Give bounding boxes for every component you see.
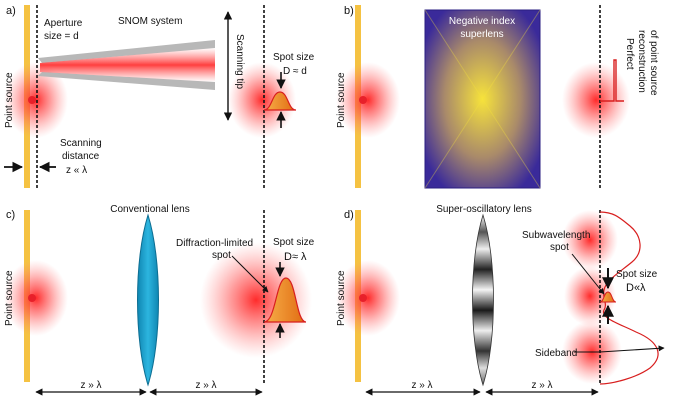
panel-b-recon-label-2: reconstruction [636, 30, 647, 93]
panel-d-spot-profile [599, 291, 617, 303]
panel-c-spot-profile [263, 277, 307, 323]
panel-b-lens-label-2: superlens [460, 29, 503, 40]
panel-c-diffraction-label-1: Diffraction-limited [176, 238, 253, 249]
panel-a-letter: a) [6, 5, 16, 17]
panel-d-point-source [359, 294, 367, 302]
panel-c-dist-right-label: z » λ [195, 380, 216, 391]
panel-b-recon-label-3: of point source [648, 30, 659, 96]
panel-a-tip-lower [38, 72, 215, 90]
panel-d-subwave-label-1: Subwavelength [522, 230, 590, 241]
panel-b-image-glow [562, 62, 630, 138]
panel-a-distance-label-1: Scanning [60, 138, 102, 149]
panel-d-sideband-pointer [599, 345, 665, 353]
panel-d-title: Super-oscillatory lens [436, 204, 532, 215]
panel-c-dist-left-label: z » λ [80, 380, 101, 391]
panel-a-scanning-tip-label: Scanning tip [234, 34, 245, 89]
panel-a-point-source-label: Point source [4, 72, 15, 128]
panel-d: d) Super-oscillatory lens Point source S… [336, 204, 665, 396]
panel-c-letter: c) [6, 209, 15, 221]
panel-d-source-glow [336, 260, 400, 336]
panel-a-point-source [28, 96, 36, 104]
panel-c-point-source [28, 294, 36, 302]
panel-d-spot-label-1: Spot size [616, 269, 658, 280]
panel-b-lens-label-1: Negative index [449, 16, 515, 27]
panel-d-point-source-label: Point source [336, 270, 347, 326]
panel-d-glow-top [562, 210, 618, 270]
panel-b-point-source [359, 96, 367, 104]
panel-d-sideband-label: Sideband [535, 348, 577, 359]
panel-b-point-source-label: Point source [336, 72, 347, 128]
panel-c-spot-label-2: D≈ λ [284, 251, 307, 263]
panel-c-point-source-label: Point source [4, 270, 15, 326]
panel-a-distance-label-3: z « λ [66, 165, 87, 176]
panel-d-subwave-pointer [571, 253, 605, 295]
panel-a: a) Aperture size = d SNOM system Point s… [4, 5, 315, 188]
panel-b: b) Negative index superlens Point source… [336, 5, 659, 189]
panel-b-recon-label-1: Perfect [624, 38, 635, 70]
panel-a-spot-profile [263, 91, 297, 111]
panel-a-beam [40, 48, 215, 82]
panel-d-letter: d) [344, 209, 354, 221]
panel-a-spot-label-2: D ≈ d [283, 66, 307, 77]
panel-d-dist-left-label: z » λ [411, 380, 432, 391]
panel-b-superlens-diag-2 [424, 9, 541, 189]
panel-b-superlens [424, 9, 541, 189]
panel-c-lens [137, 213, 159, 387]
panel-b-superlens-diag-1 [424, 9, 541, 189]
panel-b-reconstruction-peak [600, 59, 624, 102]
panel-c-spot-label-1: Spot size [273, 237, 315, 248]
panel-c-title: Conventional lens [110, 204, 190, 215]
panel-c-diffraction-pointer [231, 255, 269, 293]
panel-a-aperture-label-2: size = d [44, 31, 79, 42]
panel-d-lens [472, 213, 494, 387]
panel-a-tip-upper [38, 40, 215, 63]
panel-d-spot-label-2: D«λ [626, 282, 646, 294]
panel-a-distance-label-2: distance [62, 151, 100, 162]
panel-c-diffraction-label-2: spot [212, 250, 231, 261]
panel-b-letter: b) [344, 5, 354, 17]
panel-a-title: SNOM system [118, 16, 182, 27]
panel-c: c) Conventional lens Point source Diffra… [4, 204, 315, 396]
panel-b-source-glow [336, 62, 400, 138]
panel-a-spot-label-1: Spot size [273, 52, 315, 63]
panel-d-dist-right-label: z » λ [531, 380, 552, 391]
panel-d-subwave-label-2: spot [550, 242, 569, 253]
panel-a-aperture-label-1: Aperture [44, 18, 83, 29]
